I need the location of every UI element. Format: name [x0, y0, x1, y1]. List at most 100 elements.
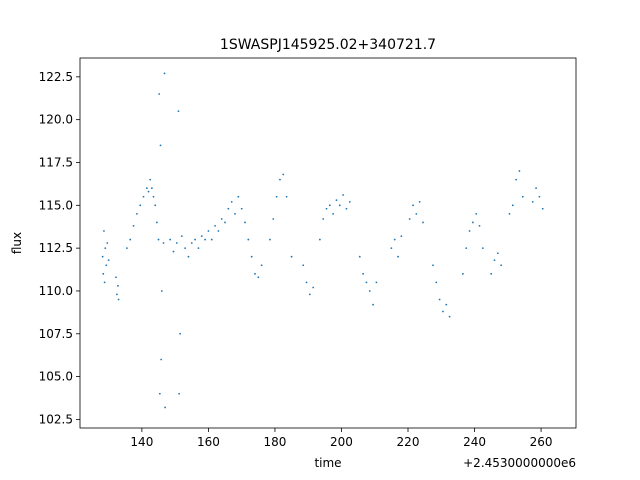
data-point — [368, 290, 371, 292]
data-point — [178, 392, 181, 395]
x-tick-label: 200 — [330, 435, 353, 449]
data-point — [116, 293, 118, 296]
data-point — [318, 238, 321, 241]
data-point — [142, 195, 145, 198]
data-point — [345, 207, 348, 210]
data-point — [250, 255, 253, 258]
data-point — [234, 212, 236, 215]
data-point — [237, 195, 240, 198]
data-point — [159, 144, 162, 147]
data-point — [126, 247, 128, 250]
data-point — [210, 238, 213, 241]
data-point — [508, 212, 511, 215]
data-point — [177, 110, 180, 113]
data-point — [207, 230, 210, 232]
data-point — [531, 200, 534, 203]
data-point — [230, 200, 233, 203]
data-point — [490, 272, 493, 275]
data-point — [179, 332, 182, 335]
data-point — [101, 255, 104, 258]
y-tick-label: 102.5 — [39, 412, 73, 426]
data-point — [332, 212, 335, 215]
data-point — [518, 170, 521, 172]
y-tick-label: 107.5 — [39, 327, 73, 341]
data-point — [184, 247, 187, 250]
data-point — [478, 224, 481, 227]
data-point — [224, 221, 226, 224]
data-point — [375, 281, 378, 284]
data-point — [169, 238, 172, 241]
data-point — [106, 242, 109, 244]
data-point — [158, 392, 161, 395]
data-point — [290, 255, 293, 258]
data-point — [135, 212, 138, 215]
data-point — [154, 204, 157, 207]
data-point — [397, 255, 399, 258]
data-point — [511, 204, 514, 207]
data-point — [175, 242, 178, 244]
data-point — [358, 255, 361, 258]
x-tick-label: 260 — [530, 435, 553, 449]
data-point — [269, 238, 271, 241]
data-point — [335, 199, 338, 202]
data-point — [412, 204, 414, 207]
data-point — [515, 178, 518, 181]
x-tick-label: 240 — [463, 435, 486, 449]
data-point — [204, 238, 206, 241]
data-point — [390, 247, 393, 250]
data-point — [160, 290, 163, 292]
data-point — [481, 247, 484, 250]
data-point — [372, 303, 374, 306]
data-point — [162, 242, 165, 244]
data-point — [338, 204, 341, 207]
data-point — [322, 218, 325, 220]
data-point — [285, 195, 288, 198]
x-offset-label: +2.4530000000e6 — [463, 456, 576, 470]
data-point — [152, 195, 155, 198]
data-point — [465, 247, 468, 250]
y-tick-label: 110.0 — [39, 284, 73, 298]
y-tick-label: 122.5 — [39, 70, 73, 84]
data-point — [172, 250, 175, 253]
y-tick-label: 117.5 — [39, 155, 73, 169]
data-point — [180, 235, 183, 238]
x-axis-label: time — [314, 456, 341, 470]
data-point — [257, 276, 260, 279]
data-point — [415, 212, 418, 215]
x-tick-label: 140 — [130, 435, 153, 449]
data-point — [117, 298, 120, 301]
data-point — [163, 72, 166, 75]
data-point — [279, 178, 281, 181]
data-point — [348, 200, 351, 203]
data-point — [432, 264, 434, 267]
chart-title: 1SWASPJ145925.02+340721.7 — [220, 37, 436, 53]
data-point — [328, 204, 331, 207]
data-point — [254, 272, 256, 275]
data-point — [538, 195, 541, 198]
data-point — [535, 187, 537, 190]
data-point — [220, 218, 223, 220]
data-point — [150, 187, 153, 190]
data-point — [442, 310, 444, 313]
plot-frame — [79, 57, 577, 429]
data-point — [115, 276, 117, 279]
data-point — [164, 406, 167, 409]
data-point — [103, 281, 106, 284]
data-point — [247, 238, 250, 241]
data-point — [132, 224, 135, 227]
data-point — [129, 238, 132, 241]
data-point — [445, 303, 448, 306]
data-point — [139, 204, 142, 207]
data-point — [217, 230, 220, 232]
data-point — [244, 221, 246, 224]
data-point — [448, 315, 451, 318]
y-tick-label: 105.0 — [39, 370, 73, 384]
data-point — [145, 187, 148, 190]
data-point — [342, 194, 345, 196]
data-point — [194, 238, 197, 241]
y-tick-label: 112.5 — [39, 241, 73, 255]
data-point — [117, 284, 119, 287]
data-point — [493, 259, 496, 262]
data-point — [275, 195, 278, 198]
